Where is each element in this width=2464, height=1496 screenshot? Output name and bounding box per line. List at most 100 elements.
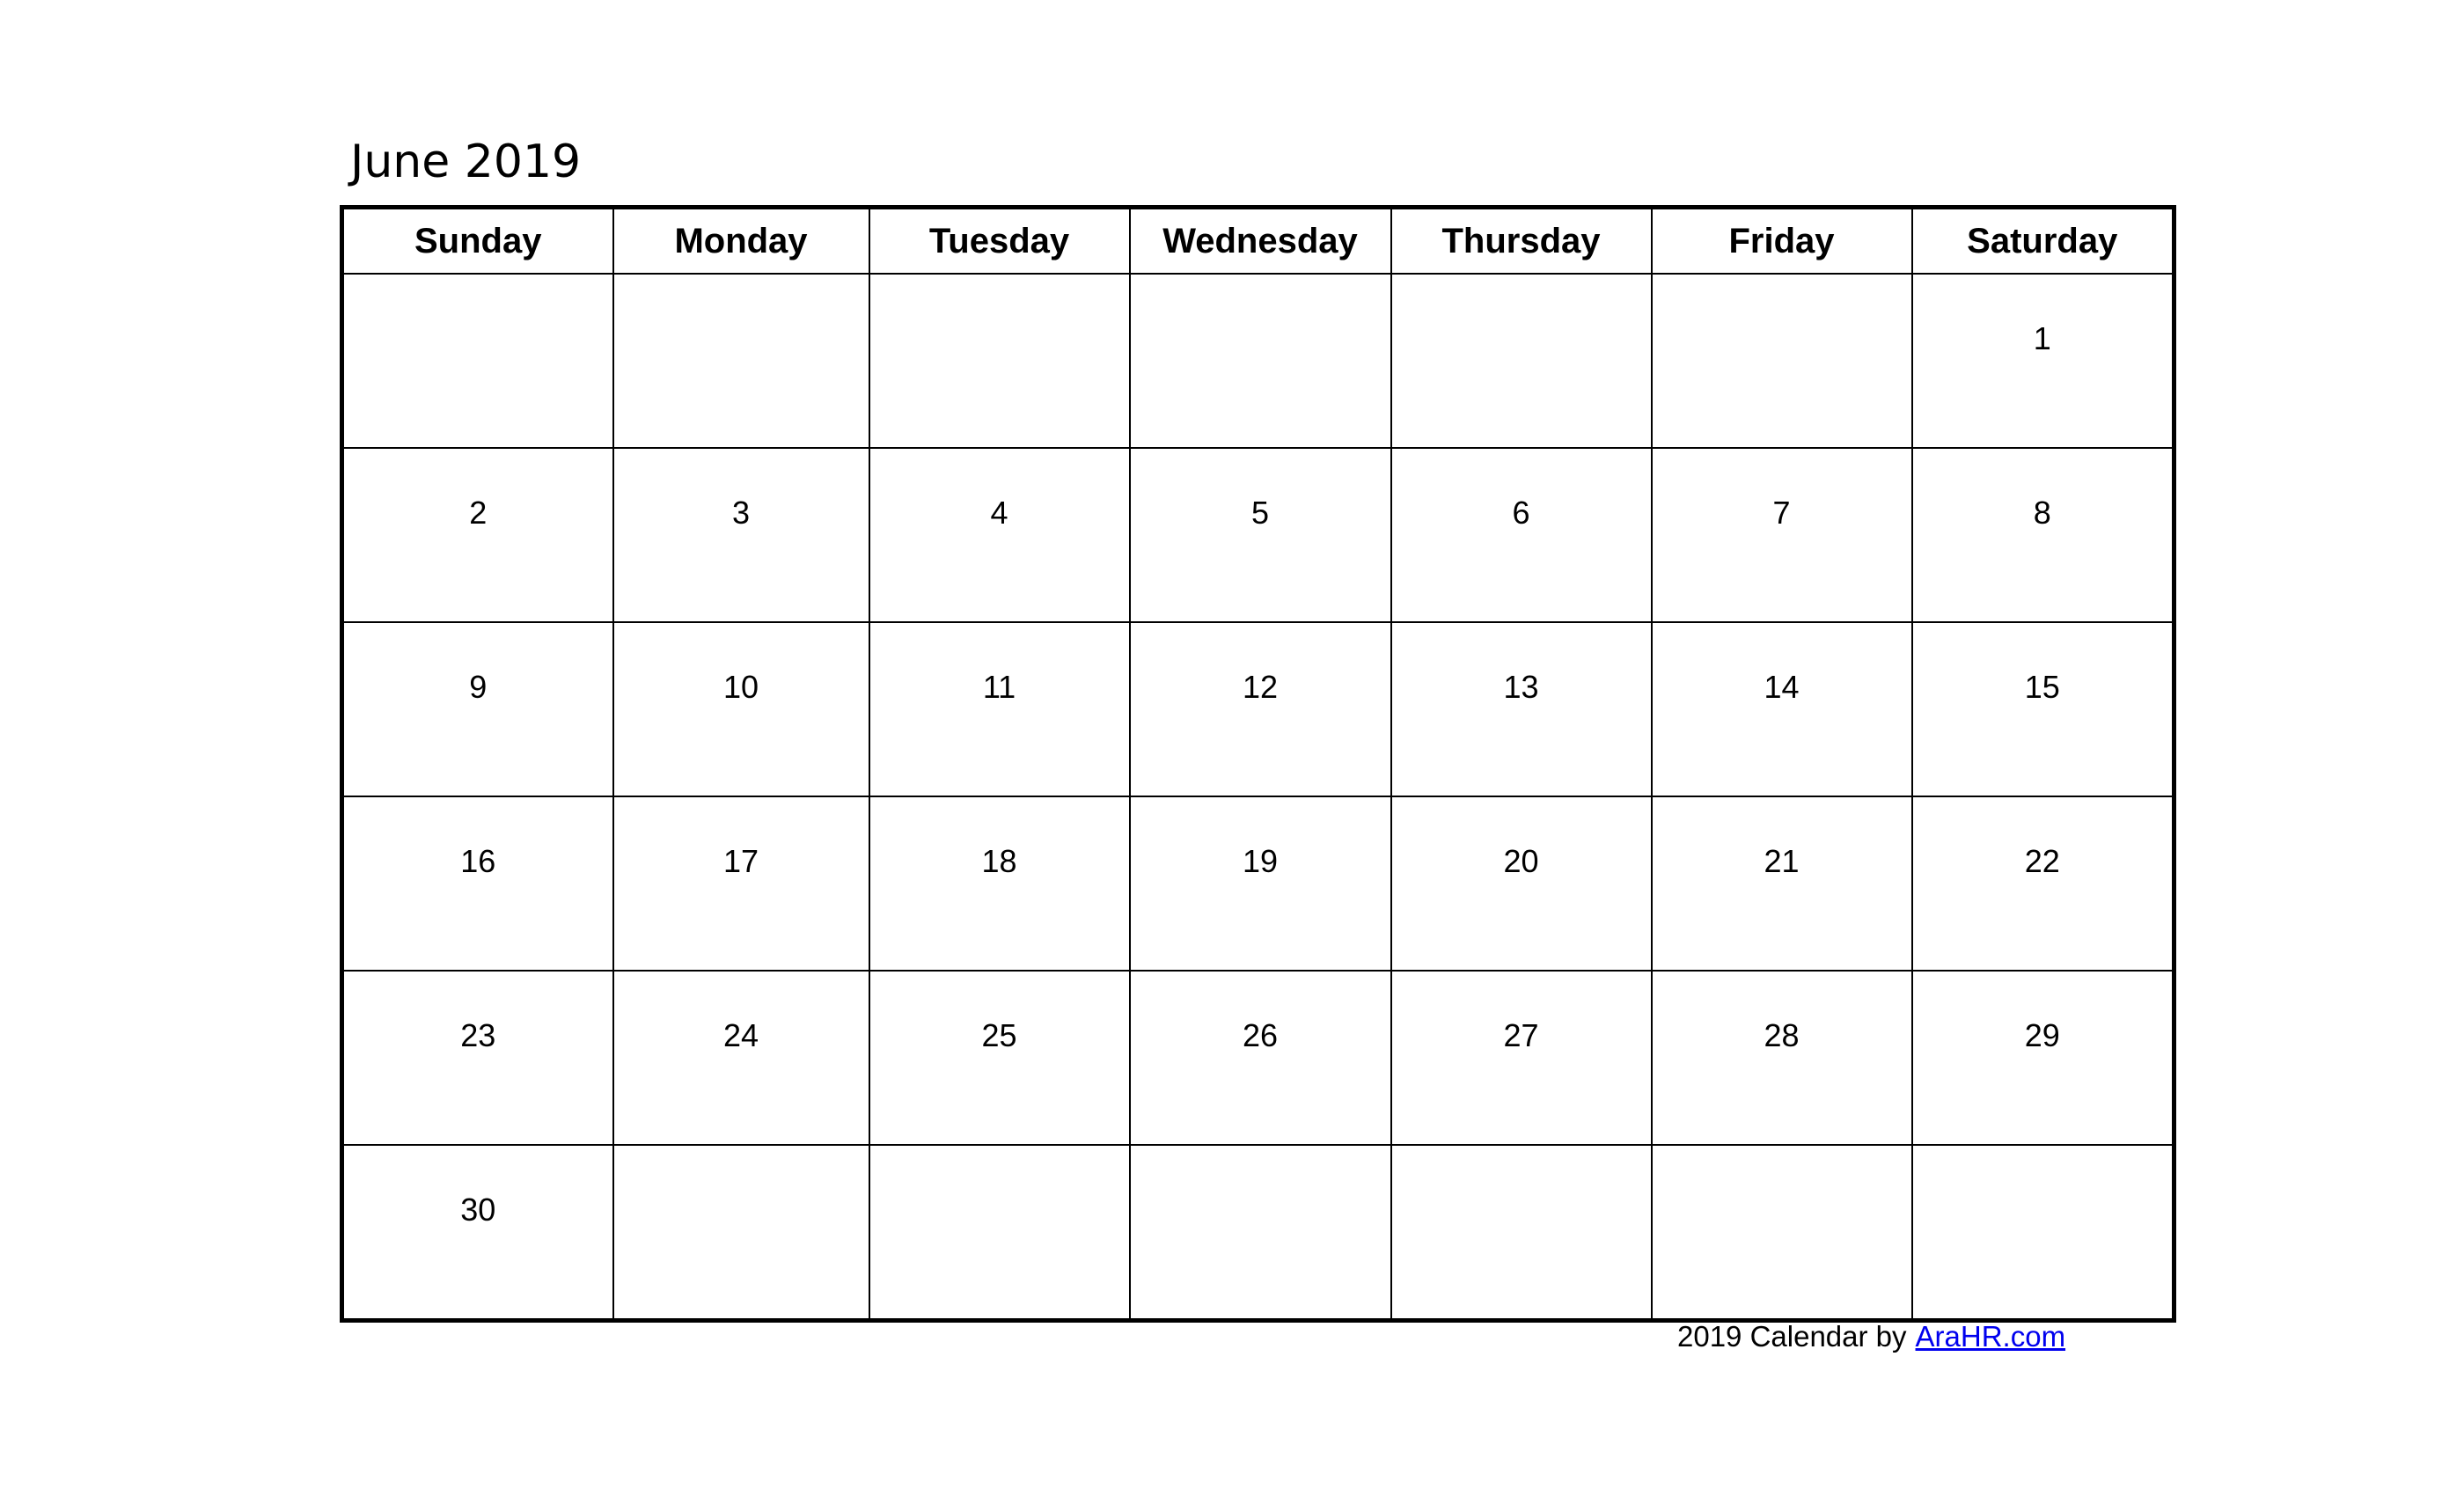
day-cell bbox=[1650, 273, 1913, 449]
footer-credit: 2019 Calendar by AraHR.com bbox=[1677, 1320, 2065, 1353]
day-number: 12 bbox=[1242, 669, 1279, 705]
day-cell bbox=[868, 1144, 1131, 1322]
day-number: 11 bbox=[982, 669, 1016, 705]
week-row: 16 17 18 19 20 21 22 bbox=[341, 796, 2175, 972]
week-row: 2 3 4 5 6 7 8 bbox=[341, 447, 2175, 623]
day-cell: 29 bbox=[1910, 970, 2175, 1146]
day-cell bbox=[868, 273, 1131, 449]
weekday-friday: Friday bbox=[1650, 206, 1913, 275]
weekday-header-row: Sunday Monday Tuesday Wednesday Thursday… bbox=[341, 206, 2175, 275]
day-cell: 4 bbox=[868, 447, 1131, 623]
weekday-monday: Monday bbox=[612, 206, 870, 275]
day-number: 4 bbox=[990, 495, 1008, 531]
day-number: 28 bbox=[1764, 1017, 1800, 1053]
day-number: 13 bbox=[1503, 669, 1539, 705]
day-number: 19 bbox=[1242, 843, 1279, 879]
day-cell bbox=[1910, 1144, 2175, 1322]
day-cell: 8 bbox=[1910, 447, 2175, 623]
day-cell: 14 bbox=[1650, 621, 1913, 797]
day-number bbox=[614, 275, 869, 320]
weekday-wednesday: Wednesday bbox=[1128, 206, 1392, 275]
day-number: 24 bbox=[722, 1017, 759, 1053]
day-cell: 22 bbox=[1910, 796, 2175, 972]
day-cell: 27 bbox=[1390, 970, 1653, 1146]
calendar-grid: Sunday Monday Tuesday Wednesday Thursday… bbox=[340, 205, 2176, 1323]
day-cell: 1 bbox=[1910, 273, 2175, 449]
day-cell bbox=[1128, 1144, 1392, 1322]
day-cell: 19 bbox=[1128, 796, 1392, 972]
day-cell: 26 bbox=[1128, 970, 1392, 1146]
day-number: 14 bbox=[1764, 669, 1800, 705]
day-cell: 18 bbox=[868, 796, 1131, 972]
weekday-saturday: Saturday bbox=[1910, 206, 2175, 275]
day-number: 8 bbox=[2033, 495, 2051, 531]
day-number: 17 bbox=[722, 843, 759, 879]
day-number: 16 bbox=[460, 843, 496, 879]
day-cell: 17 bbox=[612, 796, 870, 972]
day-number: 27 bbox=[1503, 1017, 1539, 1053]
day-number bbox=[1653, 1146, 1911, 1192]
day-number: 26 bbox=[1242, 1017, 1279, 1053]
day-number bbox=[1913, 1146, 2173, 1192]
day-cell: 25 bbox=[868, 970, 1131, 1146]
day-cell: 16 bbox=[341, 796, 614, 972]
day-cell: 12 bbox=[1128, 621, 1392, 797]
day-cell: 20 bbox=[1390, 796, 1653, 972]
day-number bbox=[870, 1146, 1129, 1192]
day-number: 18 bbox=[981, 843, 1017, 879]
day-number bbox=[870, 275, 1129, 320]
day-number: 7 bbox=[1772, 495, 1791, 531]
day-cell: 24 bbox=[612, 970, 870, 1146]
day-cell: 21 bbox=[1650, 796, 1913, 972]
day-cell: 23 bbox=[341, 970, 614, 1146]
day-cell bbox=[1390, 273, 1653, 449]
day-cell: 30 bbox=[341, 1144, 614, 1322]
day-number bbox=[614, 1146, 869, 1192]
day-cell bbox=[612, 273, 870, 449]
day-cell bbox=[612, 1144, 870, 1322]
day-number: 2 bbox=[469, 495, 488, 531]
day-number: 15 bbox=[2024, 669, 2060, 705]
day-number: 10 bbox=[722, 669, 759, 705]
day-cell: 10 bbox=[612, 621, 870, 797]
day-number: 22 bbox=[2024, 843, 2060, 879]
day-cell: 15 bbox=[1910, 621, 2175, 797]
day-cell: 5 bbox=[1128, 447, 1392, 623]
day-cell: 11 bbox=[868, 621, 1131, 797]
day-cell: 6 bbox=[1390, 447, 1653, 623]
day-number bbox=[1131, 275, 1390, 320]
day-number bbox=[1653, 275, 1911, 320]
arahr-link[interactable]: AraHR.com bbox=[1915, 1320, 2066, 1353]
day-number: 21 bbox=[1764, 843, 1800, 879]
day-cell bbox=[1128, 273, 1392, 449]
weekday-thursday: Thursday bbox=[1390, 206, 1653, 275]
week-row: 9 10 11 12 13 14 15 bbox=[341, 621, 2175, 797]
week-row: 30 bbox=[341, 1144, 2175, 1322]
day-number: 1 bbox=[2033, 320, 2051, 356]
day-number: 5 bbox=[1250, 495, 1270, 531]
day-number: 20 bbox=[1503, 843, 1539, 879]
day-cell bbox=[1390, 1144, 1653, 1322]
weekday-sunday: Sunday bbox=[341, 206, 614, 275]
day-number: 6 bbox=[1512, 495, 1530, 531]
week-row: 1 bbox=[341, 273, 2175, 449]
day-cell: 3 bbox=[612, 447, 870, 623]
weekday-tuesday: Tuesday bbox=[868, 206, 1131, 275]
day-number bbox=[344, 275, 612, 320]
day-number bbox=[1392, 275, 1651, 320]
calendar-title: June 2019 bbox=[350, 136, 582, 188]
day-cell: 7 bbox=[1650, 447, 1913, 623]
day-number: 9 bbox=[469, 669, 488, 705]
day-number bbox=[1392, 1146, 1651, 1192]
day-number bbox=[1131, 1146, 1390, 1192]
day-number: 3 bbox=[731, 495, 751, 531]
day-cell: 2 bbox=[341, 447, 614, 623]
day-cell: 13 bbox=[1390, 621, 1653, 797]
footer-text: 2019 Calendar by bbox=[1677, 1320, 1907, 1353]
day-number: 30 bbox=[460, 1192, 496, 1228]
week-row: 23 24 25 26 27 28 29 bbox=[341, 970, 2175, 1146]
day-number: 25 bbox=[981, 1017, 1017, 1053]
day-number: 29 bbox=[2024, 1017, 2060, 1053]
day-number: 23 bbox=[460, 1017, 496, 1053]
day-cell bbox=[1650, 1144, 1913, 1322]
